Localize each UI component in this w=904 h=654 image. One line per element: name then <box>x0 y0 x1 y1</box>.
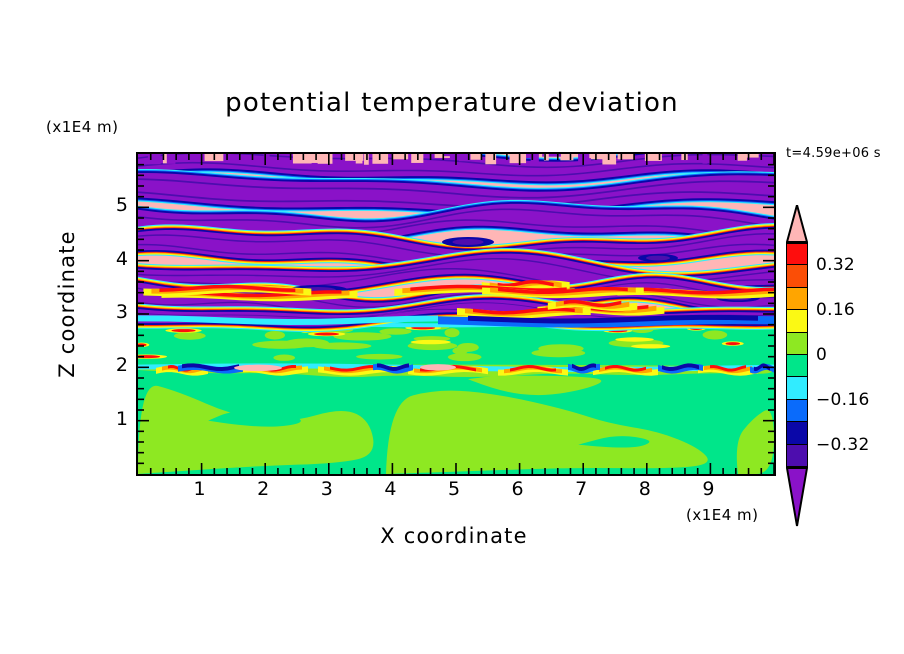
colorbar-segment <box>786 332 808 355</box>
colorbar-segment <box>786 265 808 288</box>
y-tick-label: 1 <box>115 407 128 430</box>
colorbar-over-arrow <box>786 205 808 243</box>
colorbar-segment <box>786 444 808 467</box>
x-tick-label: 2 <box>257 478 270 500</box>
colorbar-segment <box>786 243 808 266</box>
colorbar-segment <box>786 377 808 400</box>
x-tick-label: 6 <box>511 478 524 500</box>
colorbar-segment <box>786 399 808 423</box>
colorbar-tick-label: 0.16 <box>816 300 856 321</box>
x-unit-label: (x1E4 m) <box>686 506 759 524</box>
x-tick-label: 1 <box>193 478 206 500</box>
x-tick-label: 5 <box>447 478 461 500</box>
colorbar-segment <box>786 354 808 378</box>
x-tick-label: 7 <box>575 478 588 500</box>
contour-field <box>138 154 774 474</box>
colorbar-tick-label: −0.32 <box>816 434 870 455</box>
y-tick-label: 5 <box>115 194 128 217</box>
z-unit-label: (x1E4 m) <box>46 118 119 136</box>
colorbar-segment <box>786 422 808 445</box>
colorbar-tick-label: 0.32 <box>816 255 856 276</box>
colorbar-under-arrow <box>786 467 808 527</box>
y-tick-label: 2 <box>115 354 128 377</box>
x-tick-label: 4 <box>384 478 397 500</box>
y-tick-label: 3 <box>115 301 128 323</box>
colorbar-segment <box>786 310 808 333</box>
y-axis-title: Z coordinate <box>55 230 79 378</box>
colorbar-segment <box>786 287 808 311</box>
x-tick-label: 3 <box>320 478 333 500</box>
time-annotation: t=4.59e+06 s <box>786 146 881 161</box>
page-title: potential temperature deviation <box>225 88 679 118</box>
y-tick-label: 4 <box>115 247 128 270</box>
colorbar-tick-label: −0.16 <box>816 389 870 410</box>
colorbar-tick-label: 0 <box>816 345 828 365</box>
contour-plot-area <box>136 152 776 476</box>
x-axis-title: X coordinate <box>380 524 528 548</box>
colorbar[interactable] <box>786 243 808 467</box>
x-tick-label: 9 <box>702 478 715 500</box>
x-tick-label: 8 <box>638 478 651 500</box>
